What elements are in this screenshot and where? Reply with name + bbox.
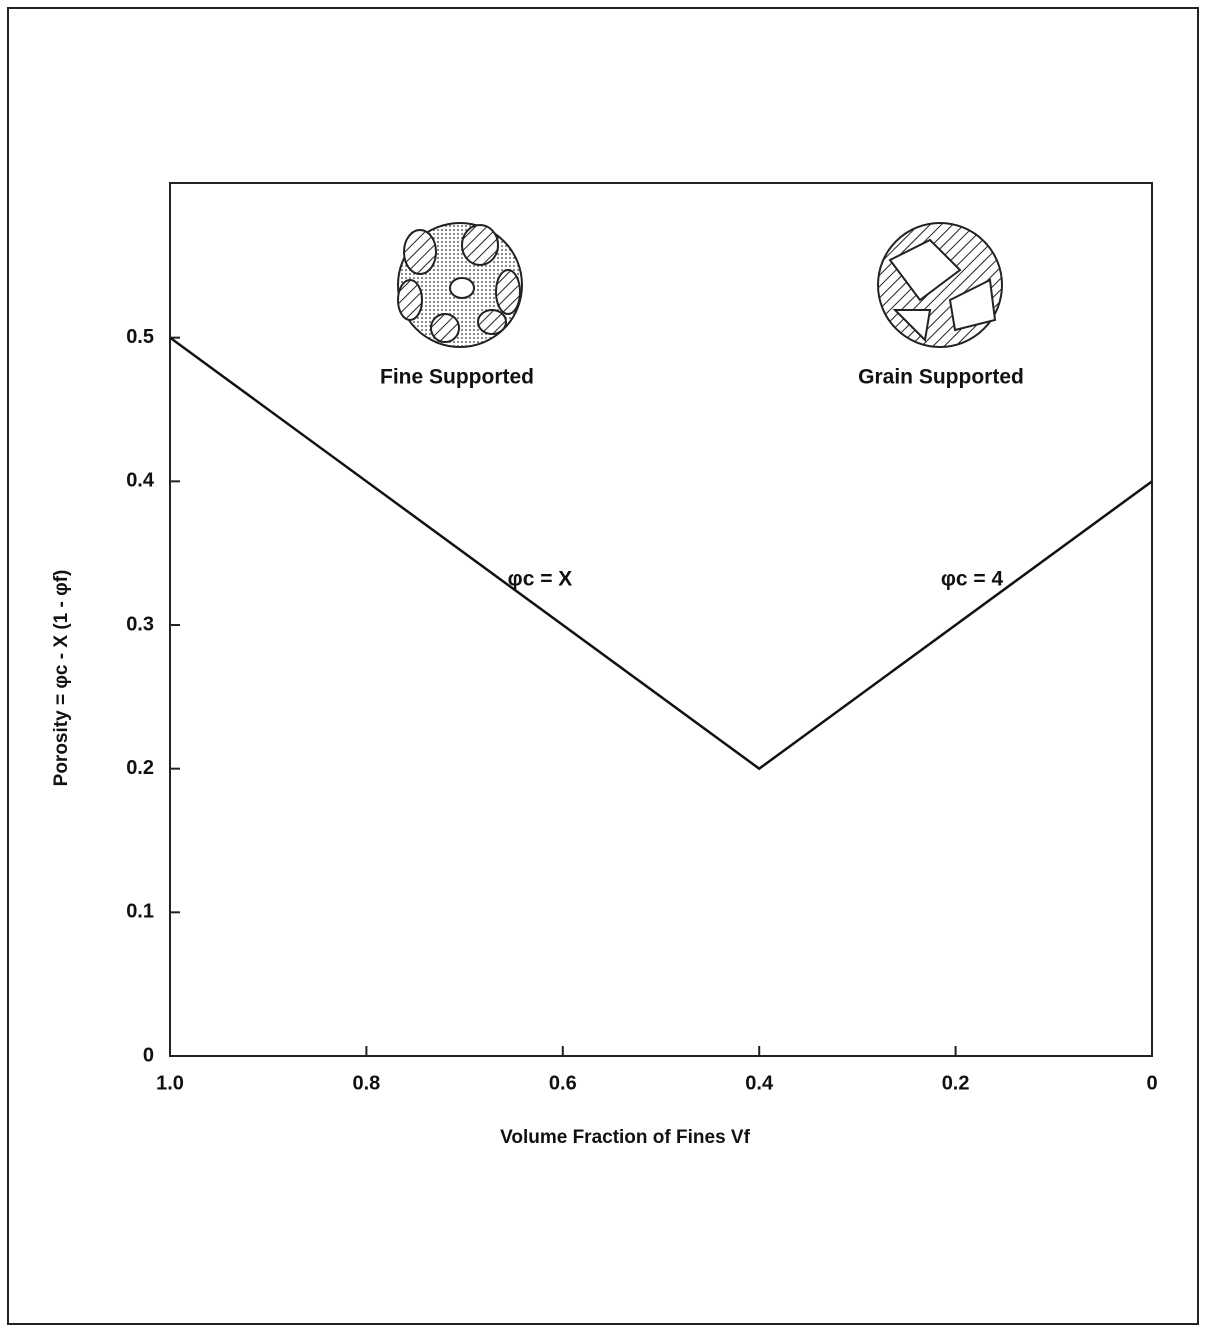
x-tick-label: 1.0 [156, 1072, 184, 1094]
x-tick-label: 0.8 [352, 1072, 380, 1094]
fine-supported-icon [398, 223, 522, 347]
x-tick-label: 0 [1146, 1072, 1157, 1094]
y-axis-label: Porosity = φc - X (1 - φf) [51, 570, 72, 787]
annotation: φc = X [508, 568, 573, 591]
plot-frame [170, 183, 1152, 1056]
y-tick-label: 0.4 [126, 470, 155, 492]
x-tick-label: 0.4 [745, 1072, 774, 1094]
annotation: Grain Supported [858, 366, 1024, 389]
y-tick-label: 0.1 [126, 901, 154, 923]
annotation: φc = 4 [941, 568, 1004, 591]
y-tick-label: 0.5 [126, 326, 154, 348]
x-tick-label: 0.6 [549, 1072, 577, 1094]
x-axis-label: Volume Fraction of Fines Vf [500, 1127, 751, 1148]
data-line [170, 338, 1152, 769]
x-tick-label: 0.2 [942, 1072, 970, 1094]
grain-supported-icon [878, 223, 1002, 347]
y-tick-label: 0.2 [126, 757, 154, 779]
y-tick-label: 0 [143, 1044, 154, 1066]
chart: 0 0.1 0.2 0.3 0.4 0.5 1.0 0.8 0.6 0.4 0.2 0 Volume F… [0, 0, 1208, 1333]
y-tick-label: 0.3 [126, 613, 154, 635]
annotation: Fine Supported [380, 366, 534, 389]
